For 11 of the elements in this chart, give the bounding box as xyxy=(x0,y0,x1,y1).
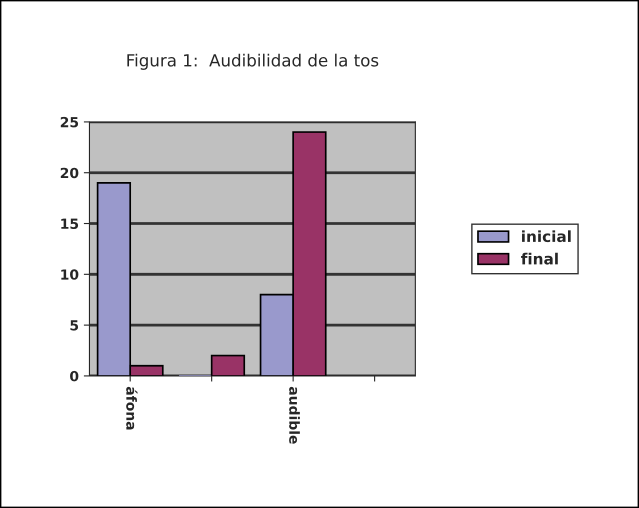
x-tick-label: áfona xyxy=(126,386,138,430)
legend-label: final xyxy=(521,252,558,265)
y-tick-label: 20 xyxy=(60,168,78,178)
y-tick-label: 15 xyxy=(61,218,78,229)
y-tick-label: 5 xyxy=(70,320,78,331)
x-tick-label: audible xyxy=(289,386,300,444)
chart-title: Figura 1: Audibilidad de la tos xyxy=(127,54,378,70)
y-tick-label: 0 xyxy=(70,370,78,382)
y-tick-label: 10 xyxy=(61,269,78,280)
y-tick-label: 25 xyxy=(60,116,78,128)
legend-label: inicial xyxy=(522,230,571,242)
